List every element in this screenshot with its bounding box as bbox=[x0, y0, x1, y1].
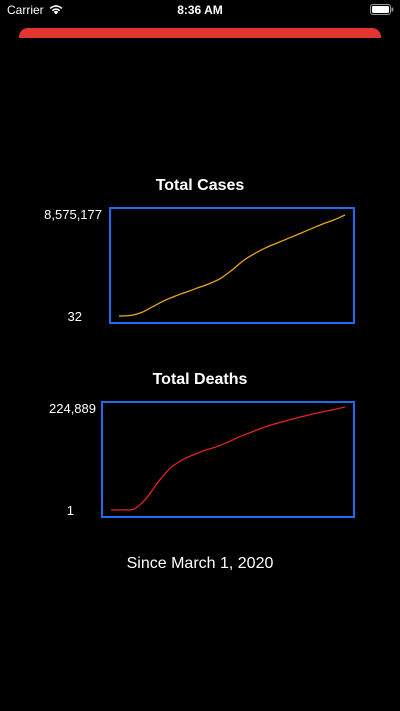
deaths-chart-title: Total Deaths bbox=[152, 371, 248, 388]
carrier-label: Carrier bbox=[7, 3, 44, 17]
cases-series-line bbox=[118, 214, 346, 317]
wifi-icon bbox=[49, 5, 63, 15]
deaths-chart-svg bbox=[110, 406, 346, 511]
status-time: 8:36 AM bbox=[177, 3, 223, 17]
deaths-chart bbox=[101, 401, 355, 518]
header-accent-bar bbox=[19, 28, 381, 38]
deaths-series-line bbox=[110, 406, 346, 511]
deaths-min-label: 1 bbox=[66, 503, 74, 518]
cases-chart-svg bbox=[118, 214, 346, 317]
deaths-max-label: 224,889 bbox=[49, 401, 96, 416]
cases-chart-title: Total Cases bbox=[155, 177, 245, 194]
cases-max-label: 8,575,177 bbox=[44, 207, 102, 222]
cases-min-label: 32 bbox=[67, 309, 82, 324]
status-bar: Carrier 8:36 AM bbox=[0, 0, 400, 22]
since-date-label: Since March 1, 2020 bbox=[126, 555, 274, 572]
battery-icon bbox=[370, 4, 394, 15]
cases-chart bbox=[109, 207, 355, 324]
